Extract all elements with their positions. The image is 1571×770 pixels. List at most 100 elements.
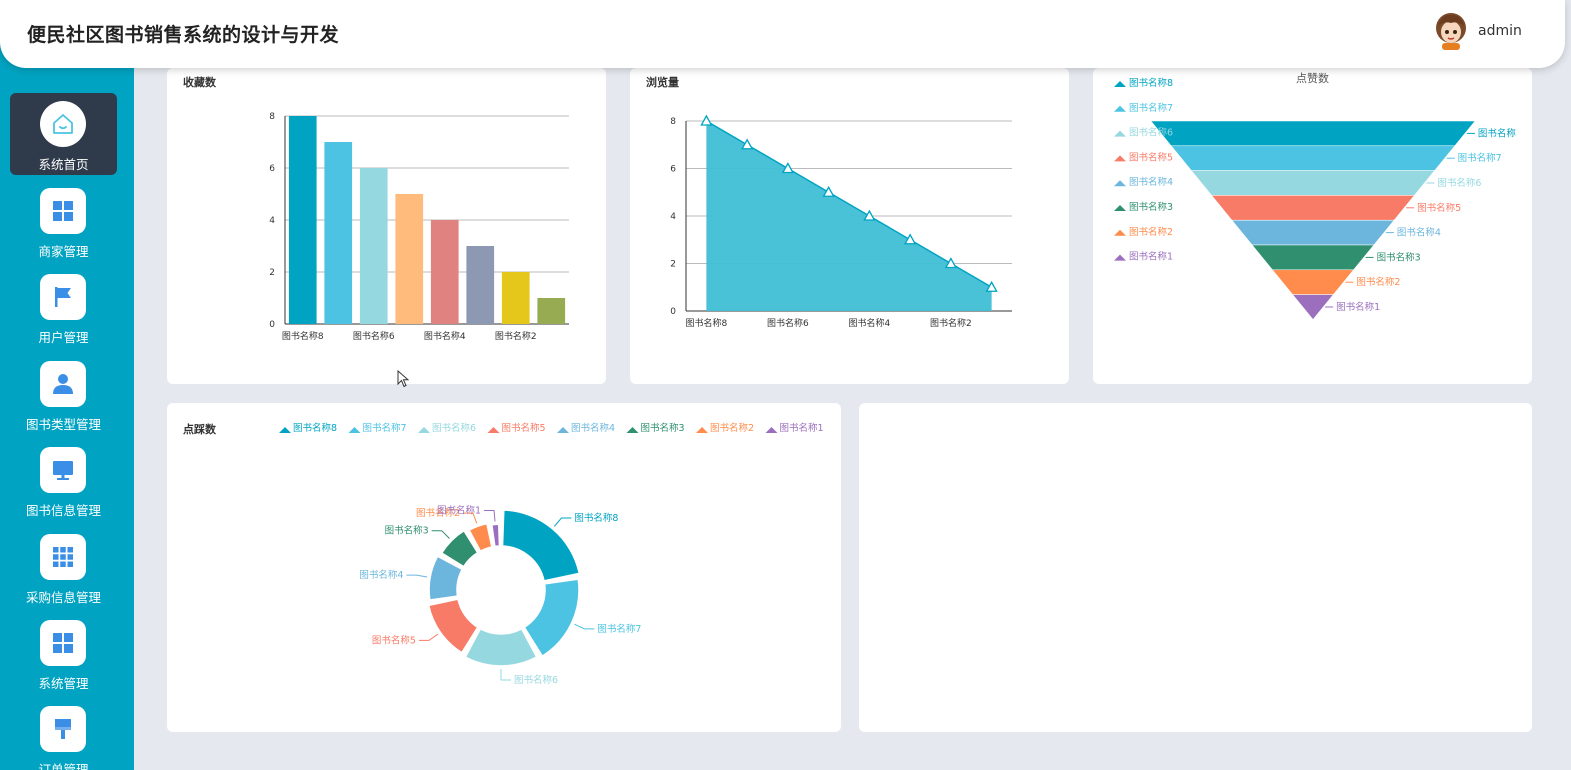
legend-label: 图书名称1 [1129, 251, 1173, 263]
y-tick-label: 4 [670, 212, 676, 222]
sidebar-item-home[interactable]: 系统首页 [10, 93, 117, 175]
favorites-chart-card: 收藏数 0 2 4 6 8 图书名称8 图书名称6 图书名称4 图书名称2 [167, 68, 606, 384]
y-tick-label: 6 [269, 164, 275, 174]
x-tick-label: 图书名称8 [282, 330, 324, 342]
bar [466, 246, 495, 324]
label-leader-line [500, 668, 511, 681]
empty-panel [859, 403, 1532, 732]
sidebar-item-label: 系统管理 [38, 676, 89, 691]
sidebar: 系统首页 商家管理 用户管理 图书类型管理 图书信息管理 采购 [0, 0, 134, 770]
legend-marker [626, 427, 639, 433]
legend-label: 图书名称6 [432, 422, 476, 434]
data-point [985, 280, 998, 292]
y-tick-label: 2 [670, 260, 676, 270]
likes-funnel-chart: 图书名称 图书名称8 图书名称7 图书名称7 图书名称6 图书名称6 图书名称5 图书名称5 图… [1114, 77, 1516, 320]
dislikes-donut-chart: 图书名称8 图书名称7 图书名称6 图书名称5 图书名称4 图书名称3 图书名称2 图书名称1… [279, 422, 824, 686]
legend-marker [765, 427, 778, 433]
label-leader-line [553, 517, 572, 527]
legend-label: 图书名称5 [502, 422, 546, 434]
funnel-outside-label: 图书名称4 [1397, 227, 1441, 239]
legend-label: 图书名称7 [363, 422, 407, 434]
slice-label: 图书名称8 [574, 512, 618, 524]
legend-label: 图书名称3 [1129, 201, 1173, 213]
funnel-outside-label: 图书名称6 [1437, 177, 1481, 189]
funnel-outside-label: 图书名称2 [1356, 276, 1400, 288]
bar [537, 298, 566, 324]
user-icon [40, 361, 86, 407]
label-leader-line [484, 509, 496, 522]
data-point [904, 233, 917, 245]
sidebar-item-system[interactable]: 系统管理 [10, 612, 117, 694]
sidebar-item-label: 采购信息管理 [25, 590, 101, 605]
chart-title: 点踩数 [183, 423, 216, 436]
x-tick-label: 图书名称4 [424, 330, 466, 342]
legend-label: 图书名称3 [641, 422, 685, 434]
label-leader-line [431, 530, 450, 539]
x-tick-label: 图书名称2 [930, 317, 972, 329]
avatar[interactable] [1434, 12, 1468, 50]
y-tick-label: 2 [269, 268, 275, 278]
sidebar-item-label: 商家管理 [38, 244, 89, 259]
bar [501, 272, 530, 324]
donut-slice [427, 598, 479, 654]
sidebar-item-orders[interactable]: 订单管理 [10, 698, 117, 770]
funnel-segment [1271, 269, 1355, 295]
funnel-segment [1211, 195, 1415, 221]
brush-icon [40, 706, 86, 752]
funnel-segment [1251, 244, 1375, 271]
grid-icon [40, 620, 86, 666]
x-tick-label: 图书名称6 [353, 330, 395, 342]
flag-icon [40, 274, 86, 320]
legend-label: 图书名称2 [710, 422, 754, 434]
top-header: 便民社区图书销售系统的设计与开发 admin [0, 0, 1565, 68]
username-label[interactable]: admin [1478, 23, 1522, 39]
donut-slice [491, 523, 501, 548]
sidebar-item-label: 图书信息管理 [25, 503, 101, 518]
slice-label: 图书名称1 [437, 504, 481, 516]
legend-label: 图书名称1 [780, 422, 824, 434]
data-point [741, 138, 754, 150]
legend-marker [1114, 81, 1126, 87]
legend-marker [1114, 105, 1126, 112]
favorites-bar-chart: 0 2 4 6 8 图书名称8 图书名称6 图书名称4 图书名称2 [269, 112, 569, 342]
legend-marker [1114, 254, 1126, 261]
sidebar-item-label: 图书类型管理 [25, 417, 101, 432]
mouse-cursor-icon [397, 369, 410, 392]
sidebar-item-book-info[interactable]: 图书信息管理 [10, 439, 117, 521]
grid-icon [40, 188, 86, 234]
data-point [781, 162, 794, 174]
data-point [863, 209, 876, 221]
funnel-outside-label: 图书名称7 [1458, 152, 1502, 164]
slice-label: 图书名称6 [514, 674, 558, 686]
sidebar-item-book-types[interactable]: 图书类型管理 [10, 353, 117, 435]
area-fill [706, 121, 992, 311]
chart-title: 浏览量 [646, 76, 679, 89]
chart-title: 点赞数 [1296, 72, 1329, 85]
bar [430, 220, 459, 324]
sidebar-item-purchases[interactable]: 采购信息管理 [10, 526, 117, 608]
sidebar-item-users[interactable]: 用户管理 [10, 266, 117, 348]
legend-label: 图书名称8 [293, 422, 337, 434]
legend-label: 图书名称2 [1129, 226, 1173, 238]
legend-label: 图书名称4 [571, 422, 615, 434]
likes-chart-card: 点赞数 图书名称 图书名称8 图书名称7 图书名称7 图书名称6 图书名称6 图书名称5 图书… [1093, 68, 1532, 384]
label-leader-line [574, 623, 595, 630]
funnel-outside-label: 图书名称5 [1417, 202, 1461, 214]
funnel-outside-label: 图书名称1 [1336, 301, 1380, 313]
apps-grid-icon [40, 534, 86, 580]
sidebar-item-label: 用户管理 [38, 330, 89, 345]
funnel-segment [1292, 294, 1334, 320]
legend-marker [1114, 205, 1126, 211]
legend-marker [348, 427, 361, 433]
legend-marker [1114, 229, 1126, 236]
slice-label: 图书名称4 [359, 569, 403, 581]
home-icon [40, 101, 86, 147]
series-line [705, 120, 993, 288]
x-tick-label: 图书名称2 [495, 330, 537, 342]
data-point [822, 185, 835, 197]
sidebar-item-merchants[interactable]: 商家管理 [10, 180, 117, 262]
legend-marker [418, 427, 430, 433]
bar [359, 168, 388, 324]
donut-slice [464, 628, 538, 667]
legend-marker [696, 427, 708, 433]
